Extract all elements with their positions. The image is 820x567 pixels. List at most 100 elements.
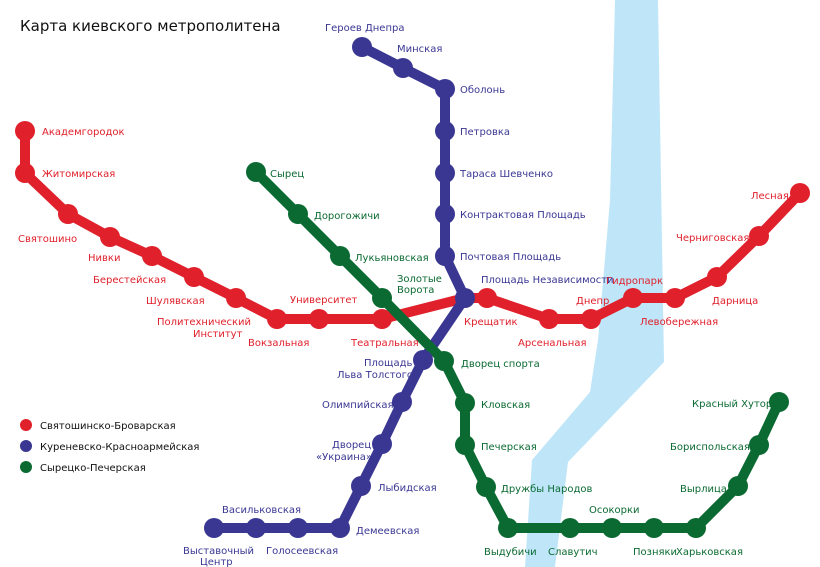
label-klovska: Кловская bbox=[481, 400, 530, 411]
label-demiivska: Демеевская bbox=[356, 526, 419, 537]
label-dnipro: Днепр bbox=[576, 296, 609, 307]
label-osokorky: Осокорки bbox=[589, 505, 640, 516]
station-chervonyi-khutir[interactable] bbox=[769, 392, 789, 412]
label-tarasa: Тараса Шевченко bbox=[459, 169, 553, 180]
station-sviatoshyn[interactable] bbox=[58, 204, 78, 224]
label-boryspilska: Бориспольская bbox=[670, 442, 750, 453]
station-chernihivska[interactable] bbox=[749, 226, 769, 246]
station-minska[interactable] bbox=[393, 58, 413, 78]
station-olimpiiska[interactable] bbox=[392, 392, 412, 412]
station-holosiivska[interactable] bbox=[288, 518, 308, 538]
station-osokorky[interactable] bbox=[602, 518, 622, 538]
legend-blue-dot-icon bbox=[20, 440, 32, 452]
station-druzhby-narodiv[interactable] bbox=[476, 477, 496, 497]
station-vyrlytsia[interactable] bbox=[728, 476, 748, 496]
label-chervonyi-khutir: Красный Хутор bbox=[692, 399, 772, 410]
station-zoloti-vorota[interactable] bbox=[372, 288, 392, 308]
legend: Святошинско-Броварская Куреневско-Красно… bbox=[20, 419, 199, 474]
station-slavutych[interactable] bbox=[560, 518, 580, 538]
station-tarasa-shevchenka[interactable] bbox=[435, 163, 455, 183]
river-dnieper bbox=[525, 0, 664, 567]
station-darnytsia[interactable] bbox=[707, 267, 727, 287]
label-shuliavska: Шулявская bbox=[146, 296, 205, 307]
label-vokzalna: Вокзальная bbox=[248, 338, 309, 349]
river-shape bbox=[525, 0, 664, 567]
station-zhytomyrska[interactable] bbox=[15, 163, 35, 183]
station-khreshchatyk[interactable] bbox=[477, 288, 497, 308]
legend-green-dot-icon bbox=[20, 461, 32, 473]
label-vystavkovyi-line1: Выставочный bbox=[183, 546, 254, 557]
label-olimpiiska: Олимпийская bbox=[322, 400, 394, 411]
station-beresteiska[interactable] bbox=[142, 246, 162, 266]
label-minska: Минская bbox=[397, 44, 442, 55]
station-poshtova[interactable] bbox=[435, 246, 455, 266]
label-vystavkovyi-line2: Центр bbox=[200, 557, 233, 567]
label-chernihivska: Черниговская bbox=[676, 233, 749, 244]
label-vyrlytsia: Вырлица bbox=[680, 484, 727, 495]
station-vokzalna[interactable] bbox=[267, 309, 287, 329]
label-druzhby: Дружбы Народов bbox=[501, 484, 592, 495]
station-nezalezhnosti[interactable] bbox=[455, 288, 475, 308]
label-livoberezhna: Левобережная bbox=[640, 317, 718, 328]
station-lukianivska[interactable] bbox=[330, 246, 350, 266]
station-lva-tolstoho[interactable] bbox=[413, 350, 433, 370]
station-palats-ukraina[interactable] bbox=[372, 434, 392, 454]
legend-item-green: Сырецко-Печерская bbox=[20, 461, 146, 474]
station-boryspilska[interactable] bbox=[749, 435, 769, 455]
label-pecherska: Печерская bbox=[481, 442, 537, 453]
label-beresteiska: Берестейская bbox=[93, 275, 166, 286]
label-holosiivska: Голосеевская bbox=[266, 546, 338, 557]
label-dorohozhychi: Дорогожичи bbox=[314, 211, 380, 222]
station-nyvky[interactable] bbox=[100, 227, 120, 247]
station-petrivka[interactable] bbox=[435, 121, 455, 141]
station-lybidska[interactable] bbox=[351, 476, 371, 496]
station-lisova[interactable] bbox=[790, 183, 810, 203]
station-shuliavska[interactable] bbox=[184, 267, 204, 287]
station-dnipro[interactable] bbox=[581, 309, 601, 329]
label-lisova: Лесная bbox=[751, 191, 789, 202]
station-syrets[interactable] bbox=[246, 162, 266, 182]
label-kontraktova: Контрактовая Площадь bbox=[460, 210, 586, 221]
legend-red-dot-icon bbox=[20, 419, 32, 431]
label-tolstoho-line1: Площадь bbox=[364, 358, 412, 369]
label-zhytomyrska: Житомирская bbox=[42, 169, 115, 180]
label-kharkivska: Харьковская bbox=[676, 547, 743, 558]
station-heroiv-dnipra[interactable] bbox=[352, 37, 372, 57]
track-green-line bbox=[251, 167, 784, 533]
label-syrets: Сырец bbox=[270, 169, 304, 180]
label-nezalezhnosti: Площадь Независимости bbox=[481, 275, 614, 286]
station-akademgorodok[interactable] bbox=[15, 121, 35, 141]
station-arsenalna[interactable] bbox=[539, 309, 559, 329]
legend-item-blue: Куреневско-Красноармейская bbox=[20, 440, 199, 453]
label-lukianivska: Лукьяновская bbox=[355, 253, 429, 264]
station-pozniaky[interactable] bbox=[644, 518, 664, 538]
station-vystavkovyi-tsentr[interactable] bbox=[204, 518, 224, 538]
station-klovska[interactable] bbox=[455, 393, 475, 413]
station-kontraktova[interactable] bbox=[435, 204, 455, 224]
station-demiivska[interactable] bbox=[330, 518, 350, 538]
labels-blue: Героев Днепра Минская Оболонь Петровка Т… bbox=[183, 23, 614, 567]
legend-item-red: Святошинско-Броварская bbox=[20, 419, 176, 432]
station-universytet[interactable] bbox=[309, 309, 329, 329]
station-palats-sportu[interactable] bbox=[434, 351, 454, 371]
station-livoberezhna[interactable] bbox=[665, 288, 685, 308]
label-vasylkivska: Васильковская bbox=[222, 505, 301, 516]
label-arsenalna: Арсенальная bbox=[518, 338, 586, 349]
station-hidropark[interactable] bbox=[623, 288, 643, 308]
label-palats-sportu: Дворец спорта bbox=[461, 359, 540, 370]
label-petrivka: Петровка bbox=[460, 127, 510, 138]
labels-green: Сырец Дорогожичи Лукьяновская Золотые Во… bbox=[270, 169, 772, 558]
station-teatralna[interactable] bbox=[372, 309, 392, 329]
label-akademgorodok: Академгородок bbox=[42, 127, 125, 138]
station-dorohozhychi[interactable] bbox=[288, 204, 308, 224]
station-vydubychi[interactable] bbox=[498, 518, 518, 538]
label-sviatoshyn: Святошино bbox=[18, 234, 77, 245]
station-pecherska[interactable] bbox=[455, 435, 475, 455]
legend-label-green: Сырецко-Печерская bbox=[40, 463, 146, 474]
station-kharkivska[interactable] bbox=[686, 518, 706, 538]
label-obolon: Оболонь bbox=[460, 85, 505, 96]
station-vasylkivska[interactable] bbox=[246, 518, 266, 538]
station-obolon[interactable] bbox=[435, 79, 455, 99]
station-politekhnichnyi[interactable] bbox=[226, 288, 246, 308]
